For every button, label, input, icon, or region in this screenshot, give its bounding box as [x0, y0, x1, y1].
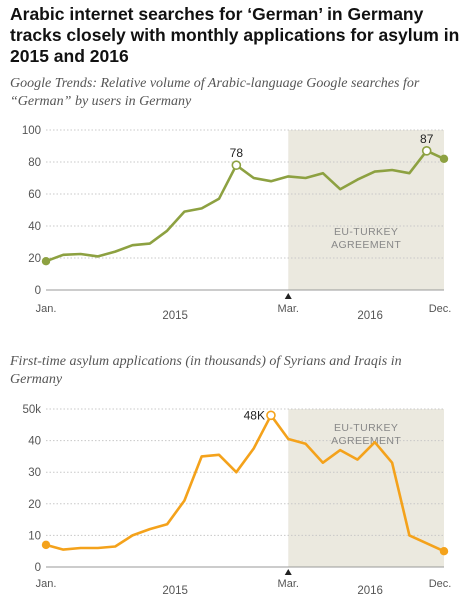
trends-shaded-label-line: EU-TURKEY	[334, 226, 398, 238]
trends-series-line	[44, 149, 446, 263]
asylum-march-marker	[284, 569, 292, 575]
trends-y-tick-label: 0	[35, 285, 41, 297]
trends-y-tick-label: 100	[22, 125, 41, 137]
title-line-1: Arabic internet searches for ‘German’ in…	[10, 4, 424, 24]
trends-peak-label: 78	[230, 146, 244, 160]
asylum-x-label-mid: Mar.	[278, 578, 299, 590]
trends-peak-point	[421, 145, 432, 156]
asylum-subtitle-line-2: Germany	[10, 372, 63, 387]
trends-peak-point	[231, 160, 242, 171]
trends-x-label-end: Dec.	[429, 303, 452, 315]
trends-year-label: 2015	[162, 310, 188, 322]
trends-start-point	[41, 257, 51, 266]
trends-subtitle-line-2: “German” by users in Germany	[10, 94, 192, 109]
asylum-y-tick-label: 10	[28, 530, 41, 542]
asylum-start-point	[41, 540, 51, 550]
trends-end-point	[439, 154, 449, 163]
trends-shaded-label-line: AGREEMENT	[331, 239, 401, 251]
asylum-shaded-label-line: EU-TURKEY	[334, 422, 398, 434]
trends-x-label-start: Jan.	[36, 303, 57, 315]
trends-subtitle-line-1: Google Trends: Relative volume of Arabic…	[10, 76, 420, 91]
asylum-y-tick-label: 20	[28, 499, 41, 511]
asylum-y-tick-label: 50k	[22, 404, 41, 416]
trends-y-tick-label: 20	[28, 253, 41, 265]
trends-shaded-region	[288, 130, 444, 290]
trends-year-label: 2016	[357, 310, 383, 322]
asylum-peak-label: 48K	[244, 408, 265, 422]
trends-y-tick-label: 40	[28, 221, 41, 233]
asylum-x-label-start: Jan.	[36, 578, 57, 590]
trends-x-label-mid: Mar.	[278, 303, 299, 315]
asylum-y-tick-label: 0	[35, 562, 41, 574]
asylum-end-point	[439, 547, 449, 556]
asylum-series-line	[44, 413, 446, 553]
trends-march-marker	[284, 293, 292, 299]
trends-y-tick-label: 60	[28, 189, 41, 201]
asylum-year-label: 2015	[162, 585, 188, 597]
chart-title: Arabic internet searches for ‘German’ in…	[10, 4, 466, 67]
asylum-year-label: 2016	[357, 585, 383, 597]
asylum-y-tick-label: 40	[28, 436, 41, 448]
asylum-subtitle-line-1: First-time asylum applications (in thous…	[10, 354, 402, 369]
asylum-subtitle: First-time asylum applications (in thous…	[10, 353, 466, 389]
title-line-2: tracks closely with monthly applications…	[10, 25, 460, 45]
asylum-shaded-label-line: AGREEMENT	[331, 435, 401, 447]
asylum-x-label-end: Dec.	[429, 578, 452, 590]
title-line-3: 2015 and 2016	[10, 46, 129, 66]
trends-subtitle: Google Trends: Relative volume of Arabic…	[10, 75, 466, 111]
trends-y-tick-label: 80	[28, 157, 41, 169]
asylum-peak-point	[266, 410, 276, 421]
trends-peak-label: 87	[420, 132, 434, 146]
asylum-y-tick-label: 30	[28, 467, 41, 479]
